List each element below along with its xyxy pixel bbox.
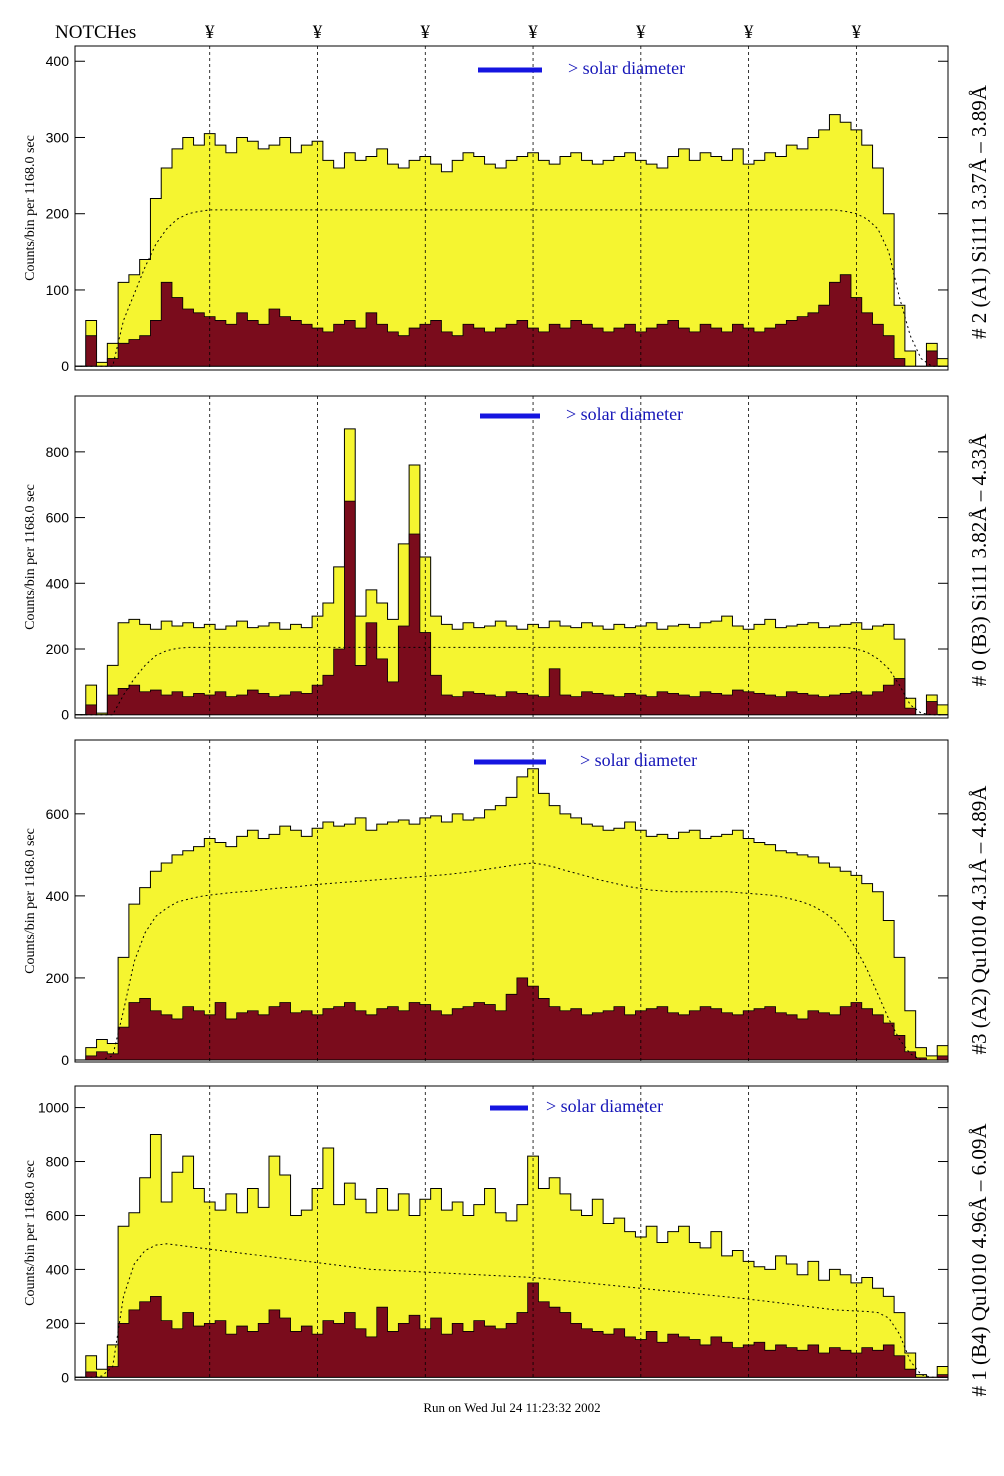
notch-marker: ¥ xyxy=(313,22,323,43)
high-energy-histogram xyxy=(75,977,949,1061)
y-tick-label: 800 xyxy=(46,1154,70,1170)
notch-marker: ¥ xyxy=(852,22,862,43)
y-tick-label: 400 xyxy=(46,53,70,69)
panel: 0 100 200 300 400 Counts/bin per 1168.0 sec # … xyxy=(23,45,991,374)
notch-marker: ¥ xyxy=(744,22,754,43)
panel: 0 200 400 600 800 1000 Counts/bin per 1168.0 s… xyxy=(23,1085,991,1397)
notches-label: NOTCHes xyxy=(55,22,136,43)
panel-label: # 0 (B3) Si111 3.82Å – 4.33Å xyxy=(967,433,991,687)
y-tick-label: 1000 xyxy=(38,1100,69,1116)
notch-marker: ¥ xyxy=(528,22,538,43)
y-axis-label: Counts/bin per 1168.0 sec xyxy=(23,484,38,630)
y-tick-label: 100 xyxy=(46,282,70,298)
solar-diameter-label: > solar diameter xyxy=(566,404,683,424)
notch-markers: ¥ ¥ ¥ ¥ ¥ ¥ ¥ xyxy=(205,22,862,43)
model-curve xyxy=(80,209,943,367)
panel-label: # 1 (B4) Qu1010 4.96Å – 6.09Å xyxy=(967,1123,991,1397)
y-axis-label: Counts/bin per 1168.0 sec xyxy=(23,828,38,974)
y-tick-label: 200 xyxy=(46,641,70,657)
solar-diameter-label: > solar diameter xyxy=(546,1096,663,1116)
panel-label: #3 (A2) Qu1010 4.31Å – 4.89Å xyxy=(967,785,991,1055)
y-tick-label: 0 xyxy=(61,707,69,723)
y-tick-label: 200 xyxy=(46,206,70,222)
y-tick-label: 600 xyxy=(46,806,70,822)
y-tick-label: 800 xyxy=(46,444,70,460)
high-energy-histogram xyxy=(75,274,948,367)
y-tick-label: 400 xyxy=(46,888,70,904)
y-tick-label: 400 xyxy=(46,575,70,591)
y-tick-label: 600 xyxy=(46,1207,70,1223)
run-timestamp: Run on Wed Jul 24 11:23:32 2002 xyxy=(423,1400,600,1415)
high-energy-histogram xyxy=(75,1282,949,1378)
model-curve xyxy=(80,646,943,716)
y-tick-label: 0 xyxy=(61,1369,69,1385)
panel: 0 200 400 600 Counts/bin per 1168.0 sec #3 (A… xyxy=(23,739,991,1068)
total-counts-histogram xyxy=(75,114,949,367)
y-tick-label: 200 xyxy=(46,1315,70,1331)
total-counts-histogram xyxy=(75,1134,949,1378)
total-counts-histogram xyxy=(75,768,949,1061)
y-tick-label: 400 xyxy=(46,1261,70,1277)
panels: 0 100 200 300 400 Counts/bin per 1168.0 sec # … xyxy=(23,45,991,1397)
total-counts-histogram xyxy=(75,428,949,716)
panel: 0 200 400 600 800 Counts/bin per 1168.0 sec # … xyxy=(23,395,991,723)
y-tick-label: 600 xyxy=(46,510,70,526)
y-tick-label: 300 xyxy=(46,129,70,145)
y-axis-label: Counts/bin per 1168.0 sec xyxy=(23,1160,38,1306)
solar-diameter-label: > solar diameter xyxy=(568,58,685,78)
y-axis-label: Counts/bin per 1168.0 sec xyxy=(23,135,38,281)
y-tick-label: 0 xyxy=(61,1052,69,1068)
notch-marker: ¥ xyxy=(205,22,215,43)
panel-label: # 2 (A1) Si111 3.37Å – 3.89Å xyxy=(967,84,991,339)
solar-diameter-label: > solar diameter xyxy=(580,750,697,770)
notch-marker: ¥ xyxy=(421,22,431,43)
y-tick-label: 0 xyxy=(61,358,69,374)
model-curve xyxy=(80,1243,943,1378)
high-energy-histogram xyxy=(75,500,948,716)
notch-marker: ¥ xyxy=(636,22,646,43)
y-tick-label: 200 xyxy=(46,970,70,986)
